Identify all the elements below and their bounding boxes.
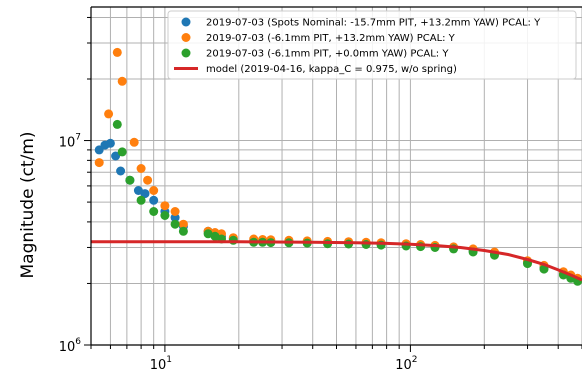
series-3-point <box>203 229 213 239</box>
series-2-point <box>104 109 114 119</box>
legend-entry: 2019-07-03 (-6.1mm PIT, +0.0mm YAW) PCAL… <box>206 49 449 60</box>
series-2-point <box>112 47 122 57</box>
model-line <box>91 240 582 282</box>
legend: 2019-07-03 (Spots Nominal: -15.7mm PIT, … <box>167 10 577 80</box>
series-2-point <box>149 186 159 195</box>
series-3-point <box>136 195 146 205</box>
series-1-point <box>149 195 159 205</box>
series-3-point <box>125 175 135 185</box>
plot-area <box>91 47 582 286</box>
series-2-point <box>178 219 188 229</box>
series-3-point <box>160 211 170 220</box>
series-2-point <box>136 164 146 173</box>
series-1-point <box>140 189 150 199</box>
series-1-point <box>105 138 115 148</box>
legend-marker <box>181 33 191 42</box>
legend-box <box>167 10 577 80</box>
y-tick-label: 107 <box>59 133 81 151</box>
series-2-point <box>143 175 153 185</box>
series-3-point <box>149 207 159 216</box>
x-tick-label: 101 <box>150 355 172 373</box>
x-tick-label: 102 <box>395 355 417 373</box>
series-1-point <box>111 151 121 161</box>
series-3-point <box>170 219 180 229</box>
series-3-point <box>117 147 127 157</box>
series-3-point <box>178 226 188 236</box>
series-3-point <box>112 119 122 129</box>
series-2-point <box>160 201 170 211</box>
series-1-point <box>116 166 126 176</box>
legend-entry: 2019-07-03 (Spots Nominal: -15.7mm PIT, … <box>206 18 541 29</box>
series-2-point <box>129 137 139 147</box>
legend-marker <box>181 17 191 27</box>
legend-marker <box>181 48 191 58</box>
series-2-point <box>94 158 104 168</box>
series-2-point <box>117 76 127 86</box>
y-axis-label: Magnitude (ct/m) <box>18 131 38 278</box>
y-tick-label: 106 <box>59 337 82 355</box>
axes: 101 102 106 107 <box>59 6 582 373</box>
series-2-point <box>170 207 180 216</box>
legend-entry: 2019-07-03 (-6.1mm PIT, +13.2mm YAW) PCA… <box>206 33 456 44</box>
legend-entry: model (2019-04-16, kappa_C = 0.975, w/o … <box>206 64 457 75</box>
